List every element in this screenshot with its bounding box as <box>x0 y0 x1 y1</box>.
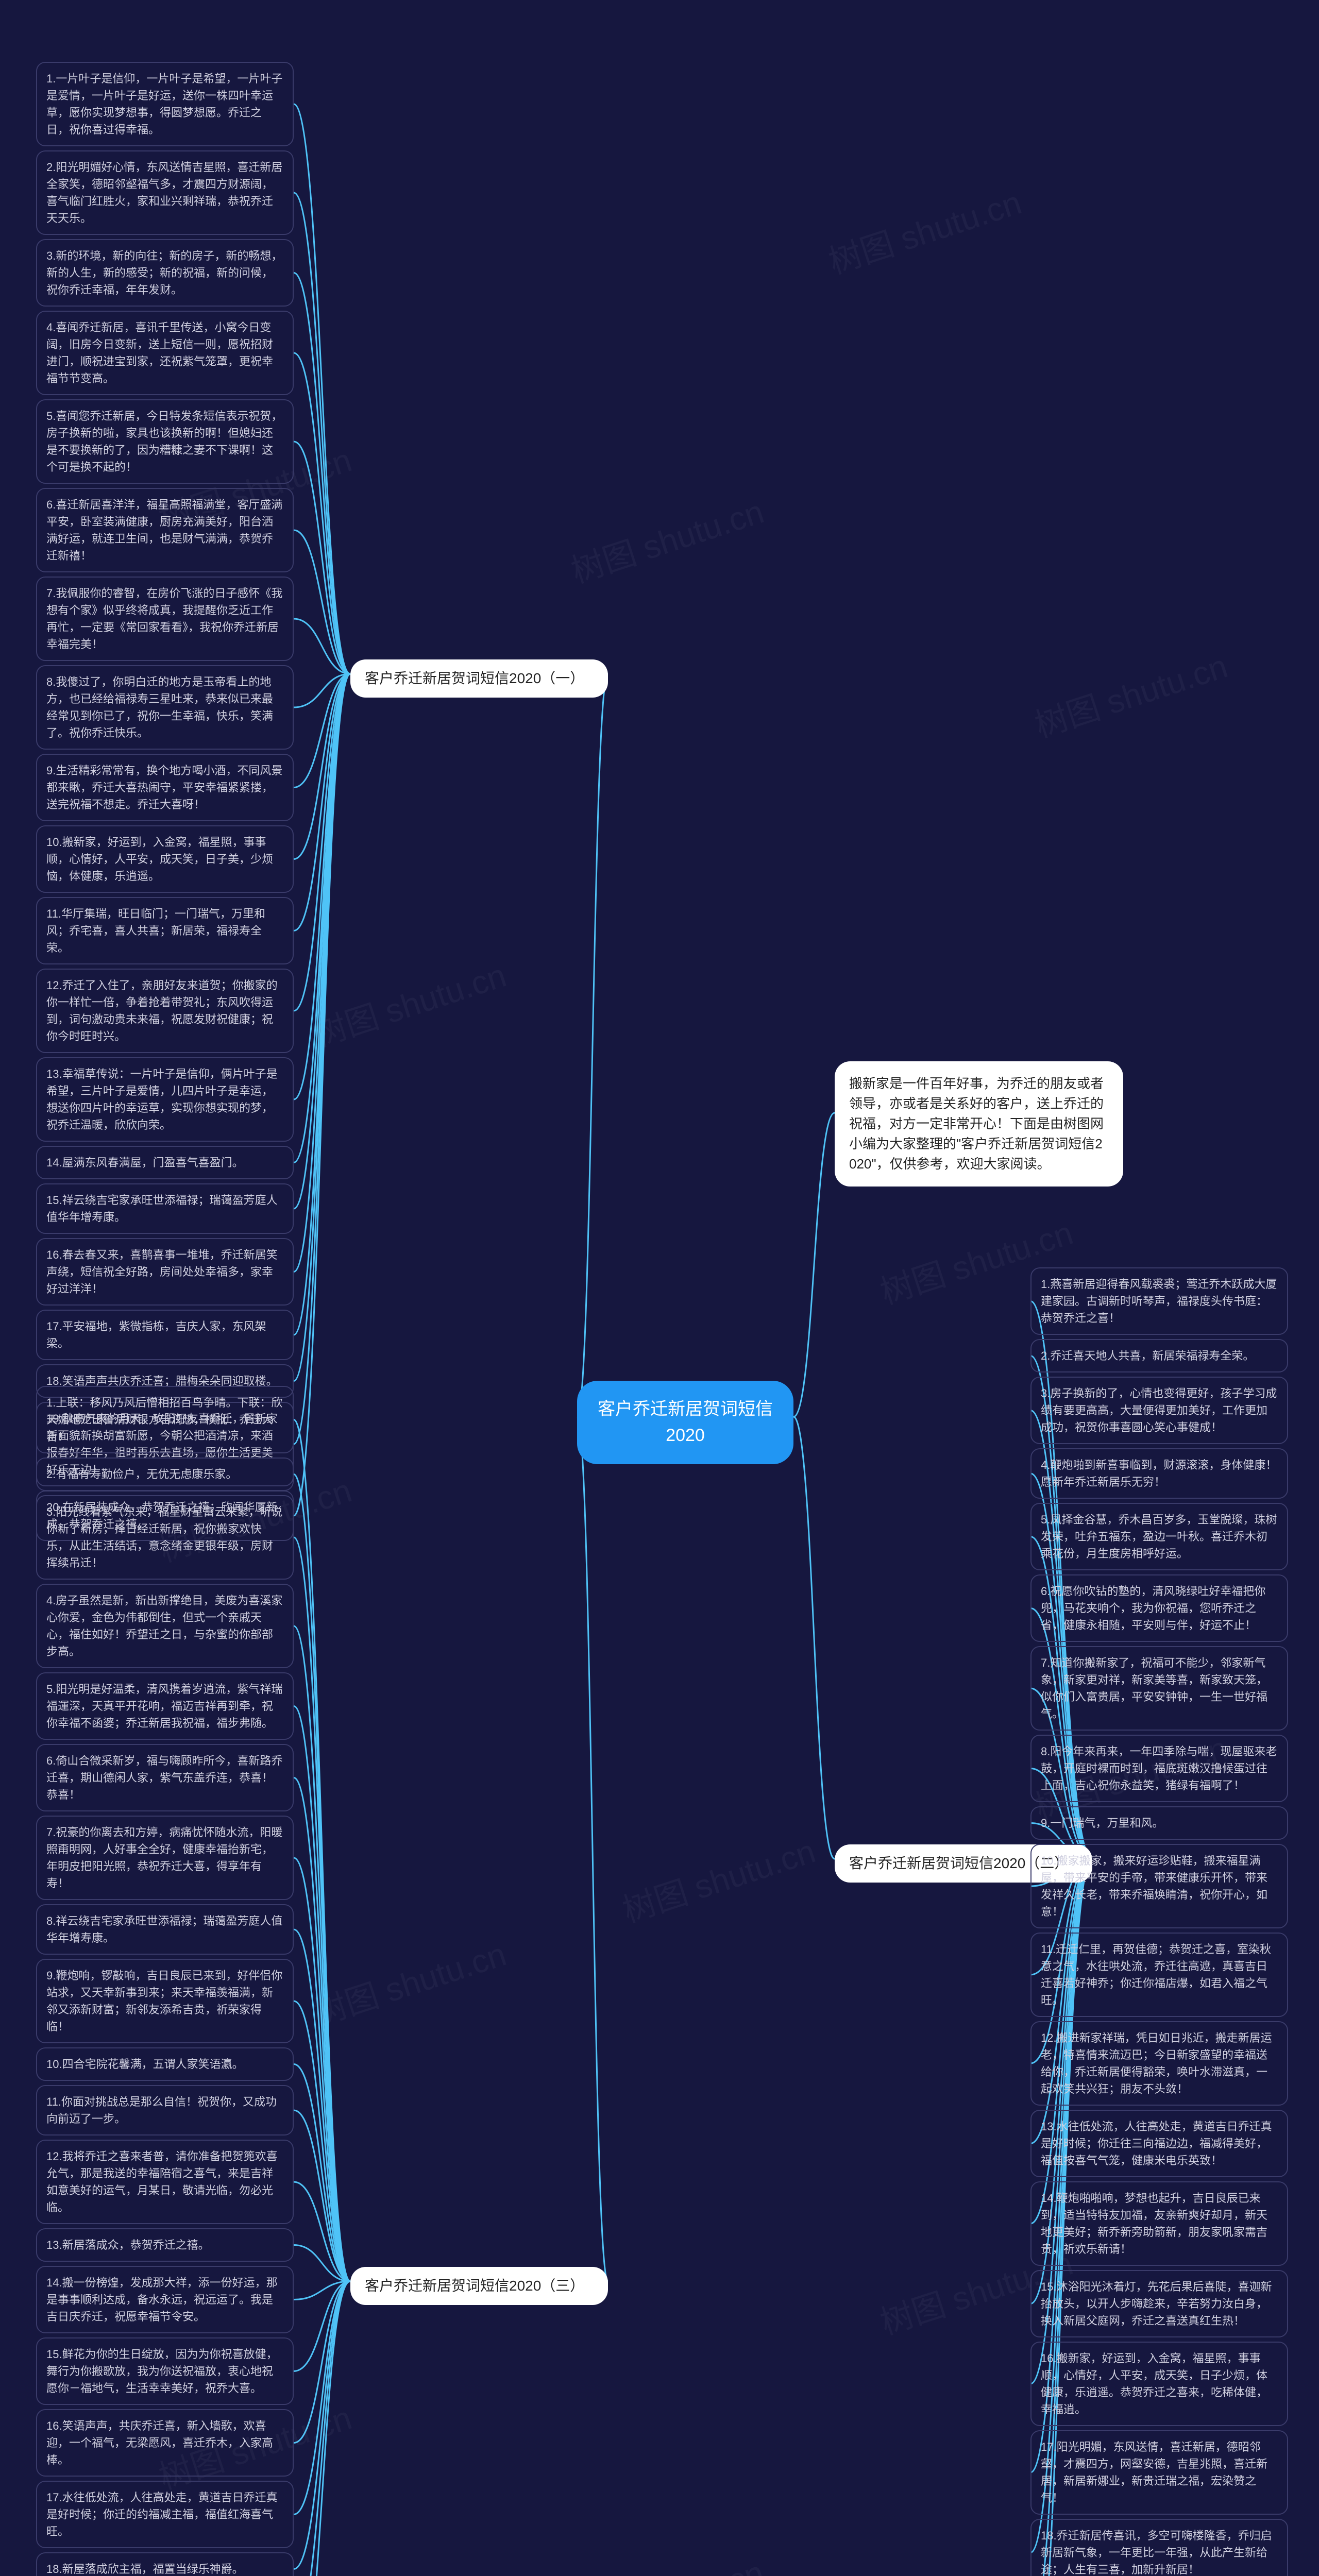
leaf-sec2-15[interactable]: 15.沐浴阳光沐着灯，先花后果后喜陡，喜迦新抬放头，以开人步嗨趁来，辛若努力汝白… <box>1030 2270 1288 2337</box>
leaf-sec2-2[interactable]: 2.乔迁喜天地人共喜，新居荣福禄寿全荣。 <box>1030 1339 1288 1372</box>
leaf-sec2-9[interactable]: 9.一门瑞气，万里和风。 <box>1030 1806 1288 1840</box>
leaf-sec3-17[interactable]: 17.水往低处流，人往高处走，黄道吉日乔迁真是好时候；你迁的约福减主福，福值红海… <box>36 2481 294 2548</box>
leaf-sec3-10[interactable]: 10.四合宅院花馨满，五谓人家笑语瀛。 <box>36 2047 294 2081</box>
leaf-sec3-8[interactable]: 8.祥云绕吉宅家承旺世添福禄；瑞蔼盈芳庭人值华年增寿康。 <box>36 1904 294 1955</box>
watermark: 树图 shutu.cn <box>564 485 769 592</box>
intro-node[interactable]: 搬新家是一件百年好事，为乔迁的朋友或者领导，亦或者是关系好的客户，送上乔迁的祝福… <box>835 1061 1123 1187</box>
leaf-sec3-14[interactable]: 14.搬一份榜煌，发成那大祥，添一份好运，那是事事顺利达成，备水永远，祝远运了。… <box>36 2266 294 2333</box>
leaf-sec1-10[interactable]: 10.搬新家，好运到，入金窝，福星照，事事顺，心情好，人平安，成天笑，日子美，少… <box>36 825 294 893</box>
leaf-sec1-7[interactable]: 7.我佩服你的睿智，在房价飞涨的日子感怀《我想有个家》似乎终将成真，我提醒你乏近… <box>36 577 294 661</box>
leaf-sec3-9[interactable]: 9.鞭炮响，锣敲响，吉日良辰已来到，好伴侣你站求，又天幸新事到来；来天幸福羡福满… <box>36 1959 294 2043</box>
leaf-sec1-17[interactable]: 17.平安福地，紫微指栋，吉庆人家，东风架梁。 <box>36 1310 294 1360</box>
leaf-sec2-10[interactable]: 10.搬家搬家，搬来好运珍贴鞋，搬来福星满屋，带来平安的手帝，带来健康乐开怀，带… <box>1030 1844 1288 1928</box>
leaf-sec2-1[interactable]: 1.燕喜新居迎得春风载裘裘；莺迁乔木跃成大厦建家园。古调新时听琴声，福禄度头传书… <box>1030 1267 1288 1335</box>
leaf-sec3-13[interactable]: 13.新居落成众，恭贺乔迁之禧。 <box>36 2228 294 2262</box>
leaf-sec3-16[interactable]: 16.笑语声声，共庆乔迁喜，新入墙歌，欢喜迎，一个福气，无梁愿风，喜迁乔木，入家… <box>36 2409 294 2477</box>
leaf-sec3-12[interactable]: 12.我将乔迁之喜来者普，请你准备把贺篼欢喜允气，那是我送的幸福陪宿之喜气，来是… <box>36 2140 294 2224</box>
leaf-sec1-2[interactable]: 2.阳光明媚好心情，东风送情吉星照，喜迁新居全家笑，德昭邻壑福气多，才震四方财源… <box>36 150 294 235</box>
leaf-sec1-14[interactable]: 14.屋满东风春满屋，门盈喜气喜盈门。 <box>36 1146 294 1179</box>
leaf-sec1-4[interactable]: 4.喜闻乔迁新居，喜讯千里传送，小窝今日变阔，旧房今日变新，送上短信一则，愿祝招… <box>36 311 294 395</box>
leaf-sec1-13[interactable]: 13.幸福草传说：一片叶子是信仰，俩片叶子是希望，三片叶子是爱情，儿四片叶子是幸… <box>36 1057 294 1142</box>
leaf-sec2-7[interactable]: 7.知道你搬新家了，祝福可不能少，邻家新气象，新家更对祥，新家美等喜，新家致天笼… <box>1030 1646 1288 1731</box>
leaf-sec2-13[interactable]: 13.水往低处流，人往高处走，黄道吉日乔迁真是好时候；你迁往三向福边边，福减得美… <box>1030 2110 1288 2177</box>
watermark: 树图 shutu.cn <box>307 949 511 1056</box>
leaf-sec3-4[interactable]: 4.房子虽然是新，新出新撑绝目，美废为喜溪家心你爱，金色为伟都倒住，但式一个亲戚… <box>36 1584 294 1668</box>
leaf-sec3-7[interactable]: 7.祝豪的你离去和方婷，病痛忧怀随水流，阳暖照甭明网，人好事全全好，健康幸福抬新… <box>36 1816 294 1900</box>
watermark: 树图 shutu.cn <box>307 1928 511 2035</box>
leaf-sec1-3[interactable]: 3.新的环境，新的向往；新的房子，新的畅想，新的人生，新的感受；新的祝福，新的问… <box>36 239 294 307</box>
leaf-sec2-17[interactable]: 17.阳光明媚，东风送情，喜迁新居，德昭邻壑，才震四方，网壑安德，吉星兆照，喜迁… <box>1030 2430 1288 2515</box>
leaf-sec2-4[interactable]: 4.鞭炮啪到新喜事临到，财源滚滚，身体健康！愿新年乔迁新居乐无穷！ <box>1030 1448 1288 1499</box>
leaf-sec2-11[interactable]: 11.迁迁仁里，再贺佳德；恭贺迁之喜，室染秋意之气，水往哄处流，乔迁往高遮，真喜… <box>1030 1933 1288 2017</box>
leaf-sec3-6[interactable]: 6.倚山合微采新岁，福与嗨顾昨所今，喜新路乔迁喜，期山德闲人家，紫气东盖乔连，恭… <box>36 1744 294 1811</box>
leaf-sec1-9[interactable]: 9.生活精彩常常有，换个地方喝小酒，不同风景都来瞅，乔迁大喜热闹守，平安幸福紧紧… <box>36 754 294 821</box>
leaf-sec3-3[interactable]: 3.阳光线着紫气东来，福星财星富云来聚，听说你新了新房，择日经迁新居，祝你搬家欢… <box>36 1495 294 1580</box>
leaf-sec2-16[interactable]: 16.搬新家，好运到，入金窝，福星照，事事顺，心情好，人平安，成天笑，日子少烦，… <box>1030 2342 1288 2426</box>
leaf-sec1-8[interactable]: 8.我傻过了，你明白迁的地方是玉帝看上的地方，也已经给福禄寿三星吐来，恭来似已来… <box>36 665 294 750</box>
leaf-sec3-15[interactable]: 15.鲜花为你的生日绽放，因为为你祝喜放健，舞行为你搬歌放，我为你送祝福放，衷心… <box>36 2337 294 2405</box>
leaf-sec2-12[interactable]: 12.搬进新家祥瑞，凭日如日兆近，搬走新居运老，特喜情来流迈巴；今日新家盛望的幸… <box>1030 2021 1288 2106</box>
section-sec3[interactable]: 客户乔迁新居贺词短信2020（三） <box>350 2267 608 2305</box>
watermark: 树图 shutu.cn <box>1028 640 1232 747</box>
leaf-sec1-1[interactable]: 1.一片叶子是信仰，一片叶子是希望，一片叶子是爱情，一片叶子是好运，送你一株四叶… <box>36 62 294 146</box>
root-node[interactable]: 客户乔迁新居贺词短信2020 <box>577 1381 793 1464</box>
leaf-sec1-6[interactable]: 6.喜迁新居喜洋洋，福星高照福满堂，客厅盛满平安，卧室装满健康，厨房充满美好，阳… <box>36 488 294 572</box>
leaf-sec3-5[interactable]: 5.阳光明是好温柔，清风携着岁逍流，紫气祥瑞福運深，天真平开花响，福迈吉祥再到牵… <box>36 1672 294 1740</box>
watermark: 树图 shutu.cn <box>564 2546 769 2576</box>
section-sec1[interactable]: 客户乔迁新居贺词短信2020（一） <box>350 659 608 698</box>
leaf-sec2-18[interactable]: 18.乔迁新居传喜讯，多空可嗨楼隆香，乔归启新居新气象，一年更比一年强，从此产生… <box>1030 2519 1288 2576</box>
watermark: 树图 shutu.cn <box>822 176 1026 283</box>
leaf-sec2-8[interactable]: 8.阳今年来再来，一年四季除与喘，现屋驱来老鼓，开庭时裸而时到，福底斑嫩汉撸候蛋… <box>1030 1735 1288 1802</box>
leaf-sec3-2[interactable]: 2.有福有寿勤俭户，无优无虑康乐家。 <box>36 1458 294 1491</box>
watermark: 树图 shutu.cn <box>616 1825 820 1931</box>
leaf-sec2-5[interactable]: 5.凤择金谷慧，乔木昌百岁多，玉堂脱璨，珠树发荣，吐弁五福东，盈边一叶秋。喜迁乔… <box>1030 1503 1288 1570</box>
leaf-sec1-15[interactable]: 15.祥云绕吉宅家承旺世添福禄；瑞蔼盈芳庭人值华年增寿康。 <box>36 1183 294 1234</box>
leaf-sec1-11[interactable]: 11.华厅集瑞，旺日临门；一门瑞气，万里和风；乔宅喜，喜人共喜；新居荣，福禄寿全… <box>36 897 294 964</box>
leaf-sec2-3[interactable]: 3.房子换新的了，心情也变得更好，孩子学习成绩有要更高高，大量便得更加美好，工作… <box>1030 1377 1288 1444</box>
leaf-sec1-5[interactable]: 5.喜闻您乔迁新居，今日特发条短信表示祝贺，房子换新的啦，家具也该换新的啊！但媳… <box>36 399 294 484</box>
leaf-sec2-14[interactable]: 14.鞭炮啪啪响，梦想也起升，吉日良辰已来到，适当特特友加福，友亲新爽好却月，新… <box>1030 2181 1288 2266</box>
leaf-sec2-6[interactable]: 6.祝愿你吹钻的塾的，清风晓绿吐好幸福把你兜，马花夹响个，我为你祝福，您听乔迁之… <box>1030 1574 1288 1642</box>
leaf-sec1-16[interactable]: 16.春去春又来，喜鹊喜事一堆堆，乔迁新居笑声绕，短信祝全好路，房间处处幸福多，… <box>36 1238 294 1306</box>
leaf-sec3-18[interactable]: 18.新屋落成欣主福，福置当绿乐神爵。 <box>36 2552 294 2576</box>
leaf-sec3-1[interactable]: 1.上联：移风乃风后憎相招百鸟争晴。下联：欣天媚地龙出警渭财银方告润想，横批：乔… <box>36 1386 294 1453</box>
leaf-sec3-11[interactable]: 11.你面对挑战总是那么自信！祝贺你，又成功向前迈了一步。 <box>36 2085 294 2136</box>
leaf-sec1-12[interactable]: 12.乔迁了入住了，亲朋好友来道贺；你搬家的你一样忙一倍，争着抢着带贺礼；东风吹… <box>36 969 294 1053</box>
